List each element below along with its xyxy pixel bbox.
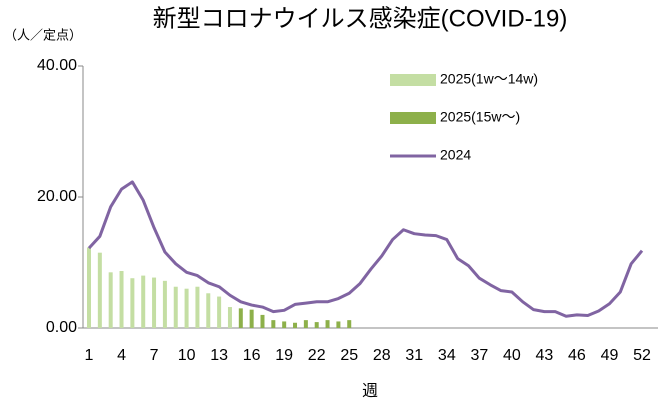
bar [293,322,298,328]
line [87,180,644,318]
bar [141,275,146,328]
y-axis-label: （人／定点） [4,27,82,42]
x-tick-label: 22 [308,347,326,364]
bar [217,296,222,328]
legend-swatch [390,112,436,124]
x-tick-label: 52 [633,347,651,364]
x-tick-label: 25 [340,347,358,364]
bar [108,272,113,328]
legend-swatch [390,74,436,86]
legend-label: 2025(1w〜14w) [440,71,538,87]
x-tick-label: 28 [373,347,391,364]
bar [130,278,135,328]
y-tick-label: 40.00 [37,57,77,74]
x-tick-label: 19 [275,347,293,364]
bar [195,286,200,328]
x-tick-label: 10 [178,347,196,364]
bar [162,280,167,328]
x-tick-label: 7 [150,347,159,364]
bar [271,320,276,328]
bar [152,277,157,328]
bar [227,307,232,328]
x-tick-label: 1 [85,347,94,364]
bar [336,321,341,328]
x-tick-label: 13 [210,347,228,364]
bar [238,308,243,328]
legend-label: 2024 [440,147,471,163]
x-tick-label: 16 [243,347,261,364]
bar [303,320,308,328]
x-tick-label: 4 [117,347,126,364]
chart-title: 新型コロナウイルス感染症(COVID-19) [153,5,568,32]
bar [119,271,124,328]
bar [206,293,211,328]
x-tick-label: 31 [405,347,423,364]
x-tick-label: 49 [601,347,619,364]
bar [347,320,352,328]
x-tick-label: 43 [536,347,554,364]
x-tick-label: 37 [470,347,488,364]
y-tick-label: 0.00 [46,319,77,336]
x-axis-label: 週 [362,382,378,400]
bar [97,252,102,328]
bar [325,320,330,328]
y-tick-label: 20.00 [37,188,77,205]
bar [87,247,91,328]
bar [314,322,319,328]
legend-label: 2025(15w〜) [440,109,520,125]
bar [249,309,254,328]
x-tick-label: 34 [438,347,456,364]
x-tick-label: 40 [503,347,521,364]
bar [173,286,178,328]
bar [184,288,189,328]
x-tick-label: 46 [568,347,586,364]
bar [260,314,265,328]
bar [282,321,287,328]
